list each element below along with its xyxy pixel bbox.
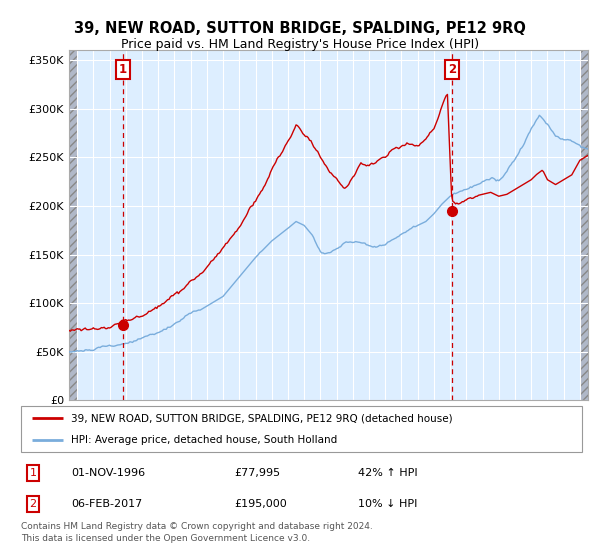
Text: 2: 2 bbox=[448, 63, 456, 76]
Text: 39, NEW ROAD, SUTTON BRIDGE, SPALDING, PE12 9RQ: 39, NEW ROAD, SUTTON BRIDGE, SPALDING, P… bbox=[74, 21, 526, 36]
Text: 42% ↑ HPI: 42% ↑ HPI bbox=[358, 468, 417, 478]
Text: £77,995: £77,995 bbox=[234, 468, 280, 478]
Text: 39, NEW ROAD, SUTTON BRIDGE, SPALDING, PE12 9RQ (detached house): 39, NEW ROAD, SUTTON BRIDGE, SPALDING, P… bbox=[71, 413, 453, 423]
Text: £195,000: £195,000 bbox=[234, 499, 287, 509]
Text: 1: 1 bbox=[119, 63, 127, 76]
Text: 06-FEB-2017: 06-FEB-2017 bbox=[71, 499, 143, 509]
Bar bbox=[69, 50, 77, 400]
Text: Contains HM Land Registry data © Crown copyright and database right 2024.
This d: Contains HM Land Registry data © Crown c… bbox=[21, 522, 373, 543]
Bar bbox=[580, 50, 588, 400]
Text: HPI: Average price, detached house, South Holland: HPI: Average price, detached house, Sout… bbox=[71, 435, 338, 445]
Text: 10% ↓ HPI: 10% ↓ HPI bbox=[358, 499, 417, 509]
Text: 1: 1 bbox=[29, 468, 37, 478]
Text: Price paid vs. HM Land Registry's House Price Index (HPI): Price paid vs. HM Land Registry's House … bbox=[121, 38, 479, 51]
Text: 2: 2 bbox=[29, 499, 37, 509]
FancyBboxPatch shape bbox=[21, 406, 582, 452]
Text: 01-NOV-1996: 01-NOV-1996 bbox=[71, 468, 146, 478]
